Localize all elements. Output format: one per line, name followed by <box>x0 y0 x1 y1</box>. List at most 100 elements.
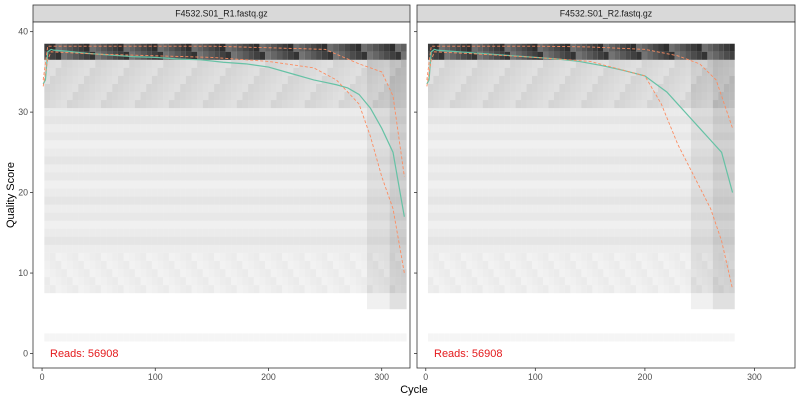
heatmap-tile <box>608 204 615 213</box>
heatmap-tile <box>395 260 401 270</box>
heatmap-tile <box>185 92 192 101</box>
heatmap-tile <box>174 51 181 60</box>
heatmap-tile <box>225 164 232 173</box>
heatmap-tile <box>499 285 505 294</box>
heatmap-tile <box>231 108 237 117</box>
heatmap-tile <box>389 83 396 93</box>
heatmap-tile <box>641 92 648 101</box>
heatmap-tile <box>630 228 637 237</box>
heatmap-tile <box>449 220 456 229</box>
heatmap-tile <box>83 244 90 253</box>
heatmap-tile <box>471 67 478 76</box>
heatmap-tile <box>83 252 90 261</box>
heatmap-tile <box>597 132 604 141</box>
heatmap-tile <box>444 252 450 261</box>
heatmap-tile <box>202 108 209 117</box>
heatmap-tile <box>129 269 135 278</box>
heatmap-tile <box>674 140 680 149</box>
heatmap-tile <box>146 124 152 133</box>
heatmap-tile <box>608 132 615 141</box>
heatmap-tile <box>614 100 620 109</box>
heatmap-tile <box>214 188 220 197</box>
heatmap-tile <box>83 277 90 286</box>
heatmap-tile <box>592 228 598 237</box>
heatmap-tile <box>146 204 152 213</box>
heatmap-tile <box>112 333 118 342</box>
heatmap-tile <box>157 180 164 189</box>
heatmap-tile <box>378 285 384 294</box>
heatmap-tile <box>581 172 587 181</box>
heatmap-tile <box>389 116 396 125</box>
heatmap-tile <box>129 196 135 205</box>
heatmap-tile <box>625 172 631 181</box>
heatmap-tile <box>259 132 266 141</box>
heatmap-tile <box>327 156 334 165</box>
heatmap-tile <box>299 188 305 197</box>
heatmap-tile <box>225 260 232 270</box>
heatmap-tile <box>225 140 232 149</box>
heatmap-tile <box>444 67 450 76</box>
heatmap-tile <box>400 140 407 149</box>
heatmap-tile <box>372 277 379 286</box>
heatmap-tile <box>259 51 266 60</box>
heatmap-tile <box>185 75 192 84</box>
heatmap-tile <box>696 156 702 165</box>
heatmap-tile <box>208 277 215 286</box>
heatmap-tile <box>471 196 478 205</box>
heatmap-tile <box>55 108 62 117</box>
heatmap-tile <box>455 277 461 286</box>
heatmap-tile <box>265 228 271 237</box>
heatmap-tile <box>214 180 220 189</box>
heatmap-tile <box>729 108 735 117</box>
heatmap-tile <box>157 140 164 149</box>
heatmap-tile <box>707 92 713 101</box>
heatmap-tile <box>344 180 350 189</box>
heatmap-tile <box>548 124 554 133</box>
heatmap-tile <box>140 148 147 157</box>
heatmap-tile <box>89 180 96 189</box>
heatmap-tile <box>482 100 489 109</box>
heatmap-tile <box>652 108 659 117</box>
heatmap-tile <box>44 212 50 221</box>
heatmap-tile <box>89 269 96 278</box>
heatmap-tile <box>586 132 593 141</box>
heatmap-tile <box>636 100 642 109</box>
heatmap-tile <box>636 204 642 213</box>
heatmap-tile <box>231 228 237 237</box>
heatmap-tile <box>248 59 254 68</box>
heatmap-tile <box>433 196 439 205</box>
heatmap-tile <box>208 124 215 133</box>
heatmap-tile <box>299 148 305 157</box>
heatmap-tile <box>174 236 181 245</box>
heatmap-tile <box>333 196 339 205</box>
panel-title: F4532.S01_R2.fastq.gz <box>560 9 652 19</box>
heatmap-tile <box>712 269 719 278</box>
heatmap-tile <box>466 285 472 294</box>
heatmap-tile <box>532 100 538 109</box>
heatmap-tile <box>504 277 511 286</box>
heatmap-tile <box>564 212 571 221</box>
heatmap-tile <box>499 59 505 68</box>
heatmap-tile <box>701 59 708 68</box>
heatmap-tile <box>521 220 527 229</box>
heatmap-tile <box>276 333 283 342</box>
heatmap-tile <box>350 116 356 125</box>
heatmap-tile <box>163 140 169 149</box>
heatmap-tile <box>287 180 294 189</box>
heatmap-tile <box>191 83 198 93</box>
heatmap-tile <box>521 92 527 101</box>
heatmap-tile <box>372 43 379 52</box>
heatmap-tile <box>444 285 450 294</box>
heatmap-tile <box>123 196 130 205</box>
heatmap-tile <box>372 108 379 117</box>
heatmap-tile <box>321 196 328 205</box>
heatmap-tile <box>564 43 571 52</box>
heatmap-tile <box>537 108 543 117</box>
heatmap-tile <box>44 244 50 253</box>
heatmap-tile <box>521 59 527 68</box>
heatmap-tile <box>106 244 113 253</box>
heatmap-tile <box>282 156 288 165</box>
heatmap-tile <box>231 75 237 84</box>
heatmap-tile <box>559 75 565 84</box>
heatmap-tile <box>180 51 186 60</box>
